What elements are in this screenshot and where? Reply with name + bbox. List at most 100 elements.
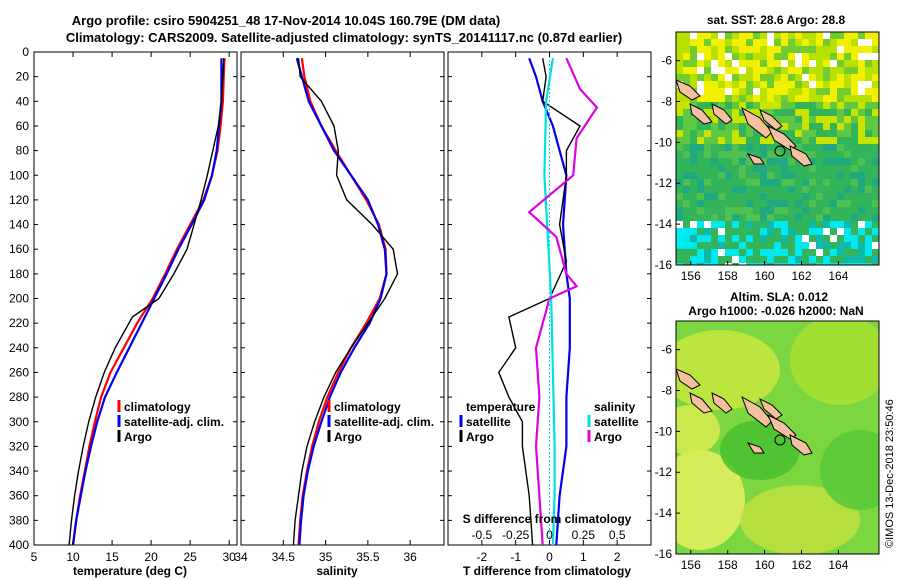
sst-cell — [704, 130, 711, 137]
sst-cell — [739, 263, 746, 265]
sst-cell — [809, 158, 816, 165]
sst-cell — [844, 200, 851, 207]
sst-cell — [725, 67, 732, 74]
island-shape — [676, 79, 701, 101]
sst-cell — [816, 46, 823, 53]
sst-cell — [816, 81, 823, 88]
legend-salinity-title: salinity — [594, 400, 636, 414]
sst-cell — [830, 235, 837, 242]
sst-cell — [690, 172, 697, 179]
sst-cell — [781, 221, 788, 228]
sst-cell — [830, 158, 837, 165]
sst-cell — [767, 207, 774, 214]
sst-cell — [844, 102, 851, 109]
sst-cell — [795, 60, 802, 67]
sst-cell — [739, 165, 746, 172]
sst-cell — [690, 144, 697, 151]
sst-cell — [844, 53, 851, 60]
map-y-tick-label: -16 — [655, 547, 673, 561]
sst-cell — [718, 249, 725, 256]
sst-cell — [753, 67, 760, 74]
sst-cell — [732, 102, 739, 109]
sst-cell — [725, 249, 732, 256]
sst-cell — [774, 179, 781, 186]
sst-cell — [760, 172, 767, 179]
sst-cell — [858, 116, 865, 123]
sst-cell — [851, 74, 858, 81]
sst-cell — [767, 74, 774, 81]
series-line-satellite-adj-clim- — [71, 58, 223, 545]
depth-tick-label: 260 — [9, 365, 29, 379]
sst-cell — [739, 46, 746, 53]
salinity-x-axis: 34 34.5 35 35.5 36 — [234, 52, 417, 564]
island-shape — [741, 395, 773, 428]
sst-cell — [683, 200, 690, 207]
sst-cell — [739, 186, 746, 193]
sst-cell — [865, 60, 872, 67]
sst-cell — [844, 95, 851, 102]
sst-cell — [676, 228, 683, 235]
sst-cell — [697, 53, 704, 60]
sst-cell — [732, 158, 739, 165]
x-tick-label: -1 — [510, 550, 521, 564]
sst-cell — [718, 32, 725, 39]
sst-cell — [844, 116, 851, 123]
sst-cell — [767, 200, 774, 207]
sst-cell — [697, 46, 704, 53]
figure-title-line2: Climatology: CARS2009. Satellite-adjuste… — [66, 30, 622, 45]
sst-cell — [683, 228, 690, 235]
sst-cell — [872, 200, 879, 207]
sst-cell — [844, 46, 851, 53]
sst-cell — [781, 39, 788, 46]
imos-watermark: ©IMOS 13-Dec-2018 23:50:46 — [884, 399, 896, 548]
sla-map-islands — [676, 368, 813, 456]
sst-cell — [711, 123, 718, 130]
sst-cell — [732, 53, 739, 60]
sst-cell — [732, 151, 739, 158]
sst-cell — [781, 74, 788, 81]
sst-cell — [816, 137, 823, 144]
sst-cell — [739, 116, 746, 123]
sst-cell — [865, 46, 872, 53]
sst-cell — [676, 46, 683, 53]
sst-cell — [718, 74, 725, 81]
legend-satellite-adj: satellite-adj. clim. — [124, 415, 224, 429]
sst-cell — [802, 88, 809, 95]
sst-cell — [683, 46, 690, 53]
sst-cell — [690, 74, 697, 81]
sst-cell — [809, 165, 816, 172]
map-x-tick-label: 158 — [718, 558, 738, 572]
sst-cell — [704, 67, 711, 74]
sst-cell — [844, 32, 851, 39]
sst-cell — [767, 88, 774, 95]
sst-cell — [711, 249, 718, 256]
sst-cell — [753, 95, 760, 102]
sst-cell — [697, 249, 704, 256]
sla-field-blob — [820, 430, 879, 510]
sst-cell — [795, 200, 802, 207]
sst-cell — [760, 67, 767, 74]
sst-cell — [774, 151, 781, 158]
sst-cell — [690, 242, 697, 249]
sst-cell — [732, 116, 739, 123]
sst-cell — [774, 102, 781, 109]
sst-cell — [802, 39, 809, 46]
depth-tick-label: 140 — [9, 218, 29, 232]
sst-cell — [837, 102, 844, 109]
sst-cell — [683, 130, 690, 137]
sst-cell — [816, 228, 823, 235]
map-y-tick-label: -6 — [661, 54, 672, 68]
depth-tick-label: 160 — [9, 242, 29, 256]
series-line-argo — [292, 58, 399, 545]
sst-cell — [809, 256, 816, 263]
map-x-tick-label: 162 — [791, 558, 811, 572]
sst-cell — [816, 214, 823, 221]
sst-cell — [725, 88, 732, 95]
sst-cell — [830, 116, 837, 123]
s-diff-tick-label: -0.25 — [502, 528, 530, 542]
sst-cell — [711, 116, 718, 123]
sst-cell — [767, 249, 774, 256]
sst-cell — [837, 67, 844, 74]
sst-cell — [837, 109, 844, 116]
sst-cell — [823, 32, 830, 39]
